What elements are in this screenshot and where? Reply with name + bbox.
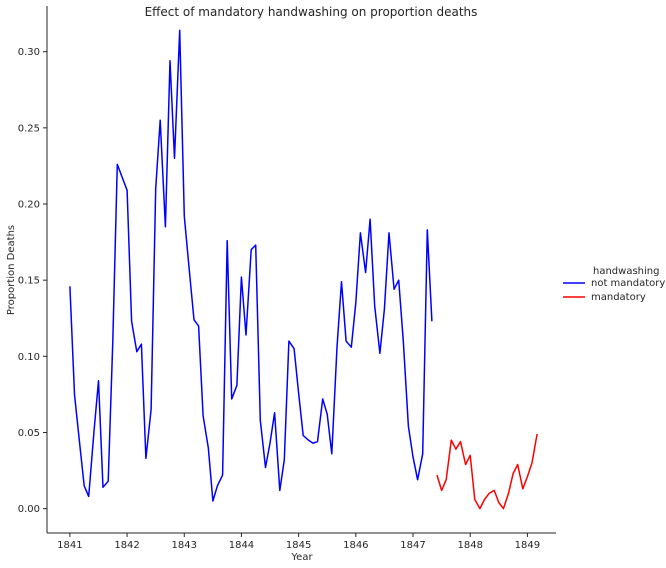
y-ticks: 0.00 0.05 0.10 0.15 0.20 0.25 0.30 — [18, 47, 47, 515]
legend-label-mandatory: mandatory — [591, 292, 646, 303]
x-tick-label: 1846 — [343, 540, 368, 551]
y-tick-label: 0.10 — [18, 352, 40, 363]
y-tick-label: 0.20 — [18, 200, 40, 211]
y-tick-label: 0.00 — [18, 504, 40, 515]
y-axis-label: Proportion Deaths — [6, 225, 17, 315]
x-tick-label: 1845 — [286, 540, 311, 551]
y-tick-label: 0.15 — [18, 276, 40, 287]
y-tick-label: 0.30 — [18, 47, 40, 58]
legend-title: handwashing — [593, 266, 659, 277]
x-tick-label: 1844 — [229, 540, 254, 551]
legend-label-not-mandatory: not mandatory — [591, 278, 665, 289]
x-ticks: 1841 1842 1843 1844 1845 1846 1847 1848 1849 — [57, 533, 540, 551]
x-tick-label: 1848 — [457, 540, 482, 551]
x-tick-label: 1843 — [172, 540, 197, 551]
x-tick-label: 1841 — [57, 540, 82, 551]
plot-area — [69, 29, 538, 510]
series-line-mandatory — [436, 433, 538, 510]
x-tick-label: 1842 — [114, 540, 139, 551]
x-axis-label: Year — [290, 552, 313, 563]
x-tick-label: 1849 — [515, 540, 540, 551]
legend: handwashing not mandatory mandatory — [563, 266, 665, 303]
y-tick-label: 0.05 — [18, 428, 40, 439]
chart-title: Effect of mandatory handwashing on propo… — [145, 5, 478, 19]
x-tick-label: 1847 — [400, 540, 425, 551]
y-tick-label: 0.25 — [18, 123, 40, 134]
series-line-not-mandatory — [69, 29, 433, 502]
